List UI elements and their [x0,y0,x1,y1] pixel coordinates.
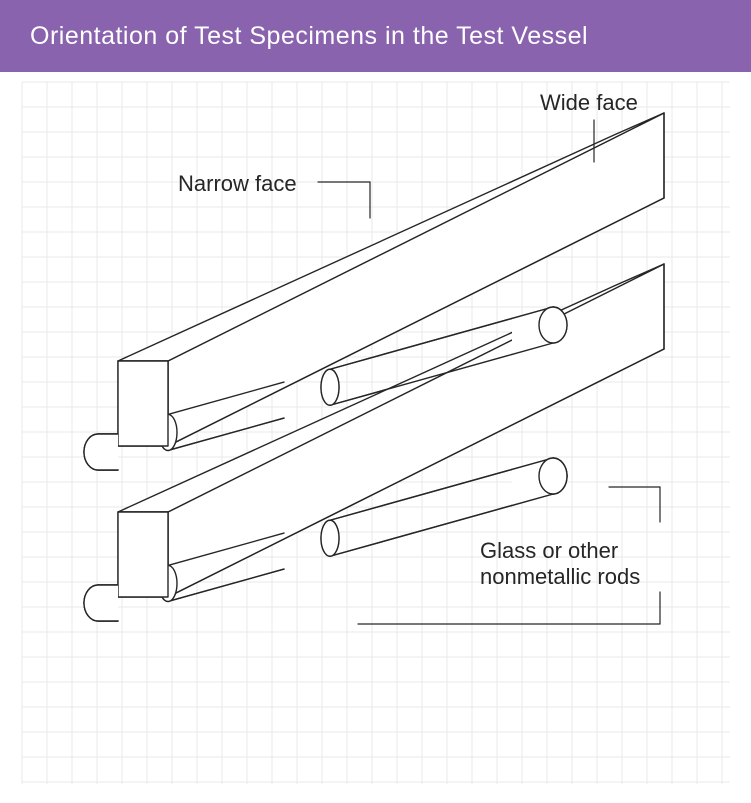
label-rods-line1: Glass or other [480,538,618,563]
label-rods-line2: nonmetallic rods [480,564,640,589]
label-narrow-face: Narrow face [178,171,297,197]
diagram-canvas: Wide face Narrow face Glass or other non… [0,72,751,803]
label-rods: Glass or other nonmetallic rods [480,538,640,590]
header-bar: Orientation of Test Specimens in the Tes… [0,0,751,72]
diagram-svg [0,72,751,803]
page-title: Orientation of Test Specimens in the Tes… [30,22,588,51]
label-wide-face: Wide face [540,90,638,116]
